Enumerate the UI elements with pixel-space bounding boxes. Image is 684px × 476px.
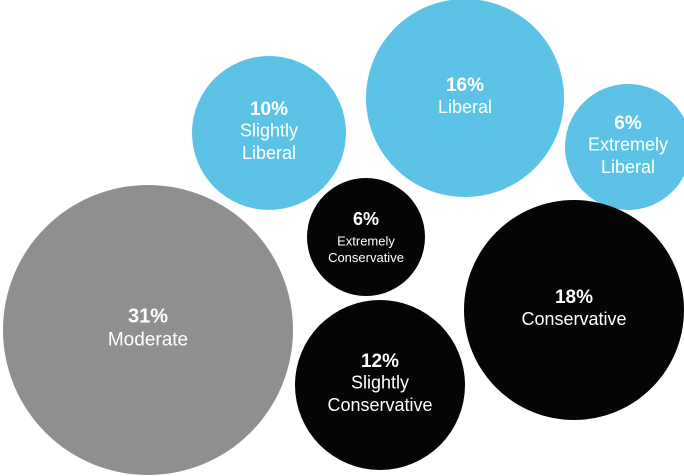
bubble-value-slightly-liberal: 10% (250, 99, 288, 120)
bubble-label-moderate-line-1: Moderate (108, 330, 188, 351)
bubble-value-liberal: 16% (446, 75, 484, 96)
bubble-label-slightly-conservative-line-2: Conservative (327, 395, 432, 415)
bubble-circle-moderate (3, 185, 293, 475)
bubble-label-extremely-liberal-line-2: Liberal (601, 157, 655, 177)
bubble-moderate: 31%Moderate (3, 185, 293, 475)
bubble-value-slightly-conservative: 12% (361, 351, 399, 372)
bubble-label-extremely-conservative-line-2: Conservative (328, 250, 404, 265)
bubble-value-moderate: 31% (128, 306, 168, 328)
bubble-liberal: 16%Liberal (366, 0, 564, 197)
bubble-label-liberal-line-1: Liberal (438, 97, 492, 117)
bubble-label-conservative-line-1: Conservative (521, 309, 626, 329)
bubble-circle-liberal (366, 0, 564, 197)
bubble-label-extremely-liberal-line-1: Extremely (588, 135, 668, 155)
bubble-value-extremely-liberal: 6% (614, 113, 642, 134)
bubble-value-extremely-conservative: 6% (353, 209, 379, 229)
bubble-label-extremely-conservative-line-1: Extremely (337, 234, 395, 249)
bubble-label-slightly-liberal-line-2: Liberal (242, 143, 296, 163)
bubble-conservative: 18%Conservative (464, 200, 684, 420)
bubble-label-slightly-liberal-line-1: Slightly (240, 121, 298, 141)
bubble-value-conservative: 18% (555, 287, 593, 308)
bubble-circle-slightly-liberal (192, 56, 346, 210)
bubble-circle-conservative (464, 200, 684, 420)
bubble-circle-slightly-conservative (295, 300, 465, 470)
bubble-circle-extremely-conservative (307, 178, 425, 296)
bubble-circle-extremely-liberal (565, 84, 684, 210)
bubble-label-slightly-conservative-line-1: Slightly (351, 373, 409, 393)
